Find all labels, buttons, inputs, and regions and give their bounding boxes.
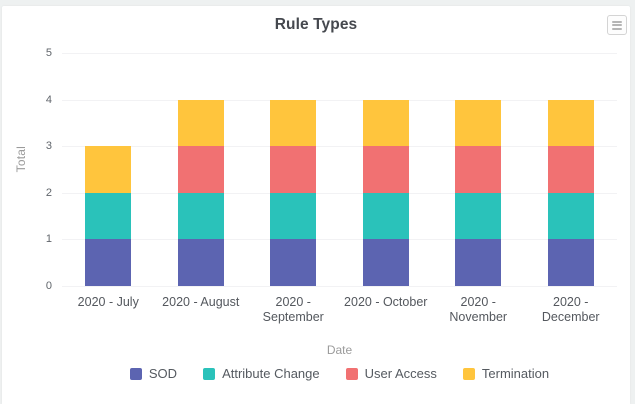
x-axis-tick-label: 2020 - November [449, 294, 508, 324]
chart-menu-button[interactable] [607, 15, 627, 35]
gridline-y-3 [62, 146, 617, 147]
bar-segment-sod[interactable] [177, 239, 224, 286]
bar-segment-user-access[interactable] [455, 146, 502, 193]
bar-segment-attribute-change[interactable] [85, 192, 132, 239]
x-axis-tick-label: 2020 - August [162, 294, 240, 309]
bar-segment-termination[interactable] [362, 99, 409, 146]
x-axis-tick-label: 2020 - October [344, 294, 428, 309]
legend-item-attribute-change[interactable]: Attribute Change [203, 366, 320, 381]
y-axis-tick-label: 5 [45, 47, 52, 59]
x-axis-tick-label: 2020 - September [262, 294, 324, 324]
y-axis-tick-label: 2 [45, 186, 52, 199]
legend-swatch-sod [129, 367, 142, 380]
legend-swatch-user-access [345, 367, 358, 380]
gridline-y-0 [62, 285, 617, 287]
gridline-y-1 [62, 239, 617, 240]
bar-segment-sod[interactable] [362, 239, 409, 286]
legend-swatch-attribute-change [203, 367, 216, 380]
bar-segment-termination[interactable] [177, 99, 224, 146]
chart-header: Rule Types [2, 6, 630, 38]
x-axis-tick-label: 2020 - December [541, 294, 600, 324]
gridline-y-5 [62, 53, 617, 54]
y-axis-tick-label: 1 [45, 233, 52, 245]
legend-swatch-termination [462, 367, 475, 380]
bar-segment-user-access[interactable] [177, 146, 224, 193]
legend-label: Attribute Change [222, 366, 320, 381]
y-axis-tick-label: 4 [45, 93, 52, 106]
x-axis-title: Date [326, 343, 353, 357]
x-axis-tick-label: 2020 - July [77, 294, 139, 309]
chart-card: Rule Types Total 0 1 2 3 4 5 2020 - July 2020 -… [2, 6, 630, 404]
legend-label: User Access [364, 366, 437, 381]
gridline-y-2 [62, 192, 617, 194]
bar-segment-termination[interactable] [270, 99, 317, 146]
hamburger-menu-icon [612, 19, 622, 31]
bar-segment-user-access[interactable] [270, 146, 317, 193]
stacked-bar-2020-september [270, 99, 317, 286]
stacked-bar-2020-december [547, 99, 594, 286]
gridline-y-4 [62, 99, 617, 101]
stacked-bar-2020-july [85, 146, 132, 286]
bar-segment-attribute-change[interactable] [547, 192, 594, 239]
bar-segment-attribute-change[interactable] [177, 192, 224, 239]
stacked-bar-2020-november [455, 99, 502, 286]
bar-segment-termination[interactable] [85, 146, 132, 193]
legend-label: SOD [148, 366, 178, 381]
bar-segment-user-access[interactable] [362, 146, 409, 193]
legend-item-user-access[interactable]: User Access [345, 366, 437, 381]
bar-segment-sod[interactable] [455, 239, 502, 286]
bar-segment-termination[interactable] [455, 99, 502, 146]
y-axis-tick-label: 3 [45, 140, 52, 152]
bar-segment-sod[interactable] [547, 239, 594, 286]
legend-item-termination[interactable]: Termination [462, 366, 550, 381]
bar-segment-user-access[interactable] [547, 146, 594, 193]
bar-segment-attribute-change[interactable] [270, 192, 317, 239]
legend-label: Termination [481, 366, 550, 381]
bar-segment-attribute-change[interactable] [362, 192, 409, 239]
stacked-bar-2020-october [362, 99, 409, 286]
bar-segment-termination[interactable] [547, 99, 594, 146]
stacked-bar-chart: Total 0 1 2 3 4 5 2020 - July 2020 - August 2020… [2, 38, 630, 338]
chart-title: Rule Types [274, 16, 358, 33]
stacked-bar-2020-august [177, 99, 224, 286]
y-axis-tick-label: 0 [45, 279, 52, 292]
bar-segment-sod[interactable] [85, 239, 132, 286]
bar-segment-sod[interactable] [270, 239, 317, 286]
legend-item-sod[interactable]: SOD [129, 366, 178, 381]
bar-segment-attribute-change[interactable] [455, 192, 502, 239]
chart-legend: SOD Attribute Change User Access Terminatio… [62, 366, 617, 381]
